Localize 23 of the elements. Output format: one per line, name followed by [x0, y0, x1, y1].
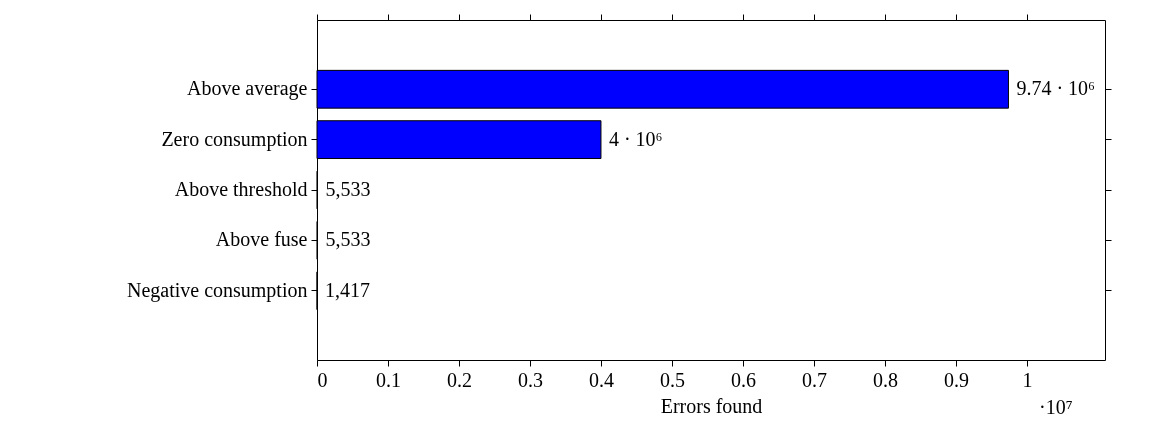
- y-tick-label: Above fuse: [215, 228, 308, 251]
- annotation: 1,417: [325, 278, 371, 301]
- x-tick-label: 1: [1022, 368, 1033, 391]
- x-axis-title: Errors found: [660, 394, 763, 417]
- x-tick-label: 0.1: [375, 368, 401, 391]
- x-tick-label: 0.5: [659, 368, 685, 391]
- x-tick-label: 0.8: [872, 368, 898, 391]
- y-tick-label: Negative consumption: [126, 278, 308, 302]
- x-tick-label: 0.4: [588, 368, 614, 391]
- y-tick-label: Above average: [187, 77, 308, 101]
- x-tick-label: 0.9: [943, 368, 969, 391]
- annotation: 4 · 10⁶: [608, 127, 663, 150]
- x-tick-label: 0.3: [517, 368, 543, 391]
- y-tick-label: Zero consumption: [161, 127, 308, 151]
- x-tick-label: 0.6: [730, 368, 756, 391]
- annotation: 9.74 · 10⁶: [1016, 77, 1096, 100]
- y-tick-label: Above threshold: [174, 178, 308, 200]
- annotation: 5,533: [325, 178, 371, 200]
- x-tick-label: 0: [317, 368, 328, 391]
- x-tick-label: 0.7: [801, 368, 827, 391]
- annotation: 5,533: [325, 228, 371, 251]
- x-tick-label: 0.2: [446, 368, 472, 391]
- text: ·10⁷: [1039, 396, 1073, 418]
